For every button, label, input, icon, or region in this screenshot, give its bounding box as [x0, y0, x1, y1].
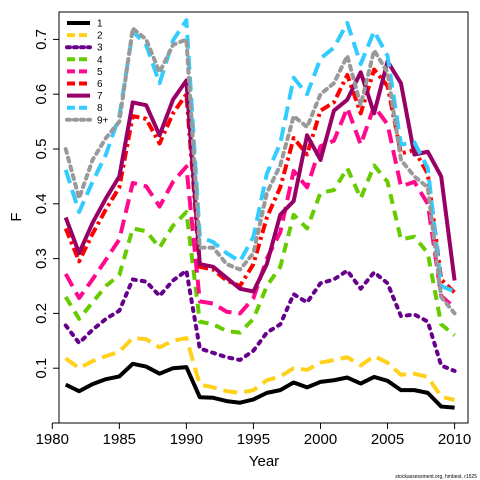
- legend-label: 6: [97, 79, 103, 90]
- y-axis: 0.1 0.2 0.3 0.4 0.5 0.6 0.7: [33, 29, 60, 379]
- x-tick-label: 1980: [36, 431, 69, 448]
- legend-label: 7: [97, 91, 103, 102]
- x-tick-label: 2005: [371, 431, 404, 448]
- x-axis-title: Year: [249, 453, 279, 470]
- x-tick-label: 1990: [170, 431, 203, 448]
- series-line-1: [64, 361, 455, 410]
- legend-label: 3: [97, 43, 103, 54]
- series-line-2: [64, 336, 456, 402]
- legend-label: 9+: [97, 115, 109, 126]
- legend-label: 1: [97, 19, 103, 30]
- plot-frame: [58, 11, 469, 424]
- series-layer: [63, 18, 457, 410]
- series-line-4: [63, 163, 456, 337]
- y-axis-title: F: [8, 212, 25, 221]
- y-tick-label: 0.6: [33, 84, 50, 105]
- x-tick-label: 1995: [237, 431, 270, 448]
- y-tick-label: 0.7: [33, 29, 50, 50]
- series-line-3: [63, 268, 457, 373]
- legend-label: 2: [97, 31, 103, 42]
- y-tick-label: 0.3: [33, 248, 50, 269]
- x-tick-label: 1985: [103, 431, 136, 448]
- y-tick-label: 0.4: [33, 193, 50, 214]
- legend-label: 8: [97, 103, 103, 114]
- credit-text: stockassessment.org, hmbest, r1525: [395, 474, 477, 480]
- x-axis: 1980 1985 1990 1995 2000 2005 2010: [36, 422, 471, 448]
- legend-label: 4: [97, 55, 103, 66]
- legend-label: 5: [97, 67, 103, 78]
- series-line-9plus: [63, 26, 457, 316]
- x-tick-label: 2000: [304, 431, 337, 448]
- y-tick-label: 0.5: [33, 139, 50, 160]
- x-tick-label: 2010: [438, 431, 471, 448]
- y-tick-label: 0.1: [33, 358, 50, 379]
- y-tick-label: 0.2: [33, 303, 50, 324]
